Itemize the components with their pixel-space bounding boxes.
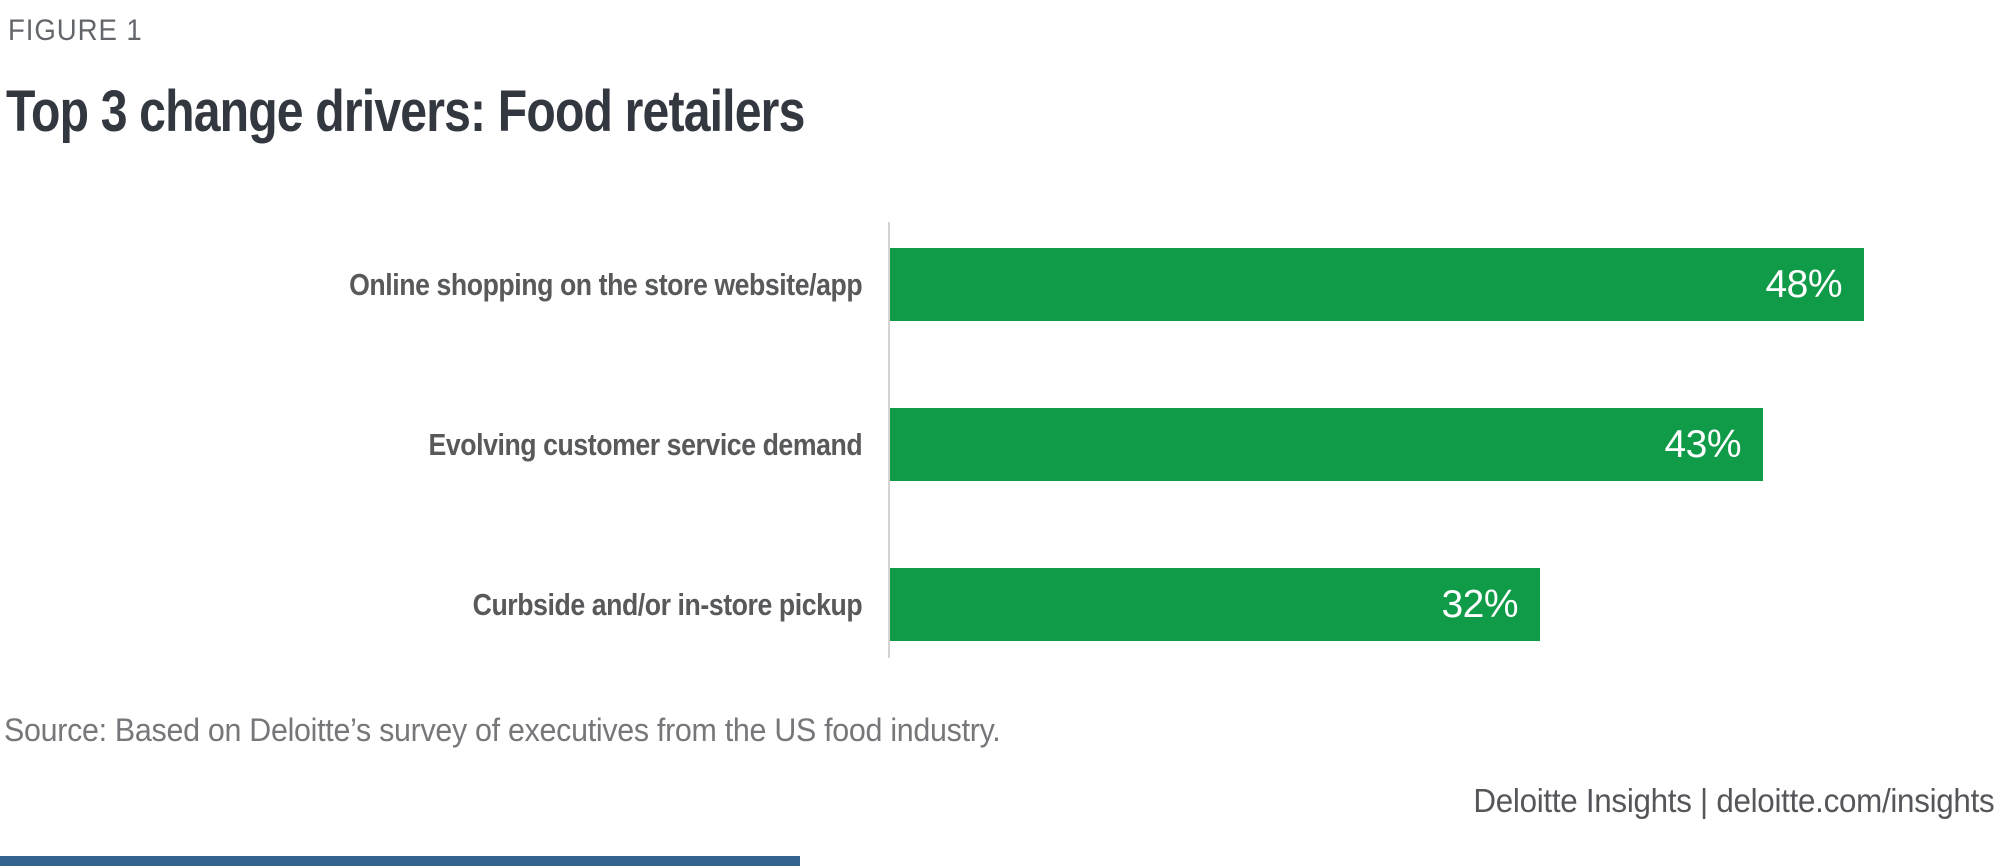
- bar: 32%: [890, 568, 1540, 641]
- bar: 48%: [890, 248, 1864, 321]
- bar-value-label: 43%: [1664, 422, 1741, 466]
- bar-value-label: 48%: [1765, 262, 1842, 306]
- bar-value-label: 32%: [1441, 582, 1518, 626]
- bar-rows: Online shopping on the store website/app…: [0, 222, 2000, 658]
- source-note: Source: Based on Deloitte’s survey of ex…: [4, 712, 1001, 748]
- bar-row: Online shopping on the store website/app…: [0, 248, 2000, 321]
- figure-label: FIGURE 1: [8, 14, 143, 47]
- category-label: Curbside and/or in-store pickup: [472, 586, 863, 622]
- bottom-accent-bar: [0, 856, 800, 866]
- category-label: Evolving customer service demand: [428, 426, 863, 462]
- y-axis-line: [888, 222, 890, 658]
- footer-attribution: Deloitte Insights | deloitte.com/insight…: [1473, 782, 1994, 819]
- bar-chart: Online shopping on the store website/app…: [0, 222, 2000, 658]
- category-label: Online shopping on the store website/app: [349, 266, 863, 302]
- bar-row: Evolving customer service demand 43%: [0, 408, 2000, 481]
- bar-row: Curbside and/or in-store pickup 32%: [0, 568, 2000, 641]
- page-title: Top 3 change drivers: Food retailers: [6, 79, 805, 144]
- bar: 43%: [890, 408, 1763, 481]
